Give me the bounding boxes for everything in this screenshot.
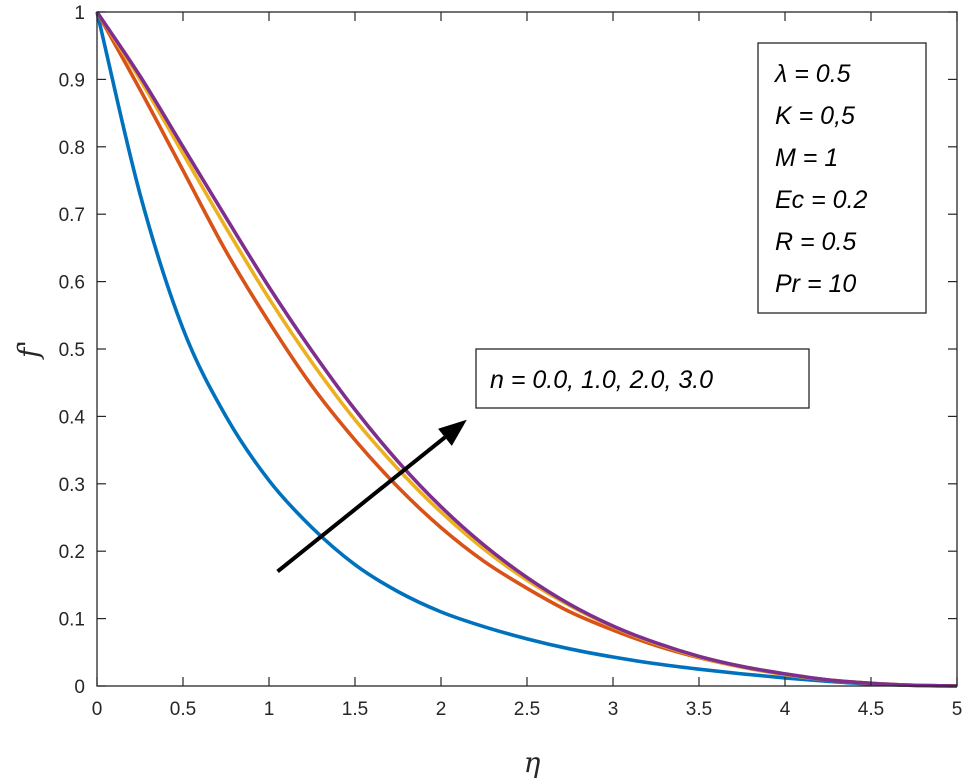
- x-tick-label: 0.5: [170, 699, 196, 720]
- parameter-lambda: λ = 0.5: [773, 60, 851, 88]
- parameter-box-frame: [757, 42, 927, 314]
- y-tick-label: 0.6: [59, 273, 85, 294]
- y-tick-label: 0.7: [59, 205, 85, 226]
- annotation-text: n = 0.0, 1.0, 2.0, 3.0: [490, 366, 713, 394]
- series-layer: [95, 10, 958, 688]
- parameter-box: λ = 0.5 K = 0,5 M = 1 Ec = 0.2 R = 0.5 P…: [757, 42, 927, 314]
- y-tick-label: 0.3: [59, 475, 85, 496]
- y-tick-label: 0.8: [59, 138, 85, 159]
- annotation-box-frame: [475, 348, 810, 409]
- parameter-r: R = 0.5: [775, 228, 856, 256]
- x-tick-label: 3: [608, 699, 619, 720]
- arrow-head: [438, 419, 467, 446]
- series-line-4: [95, 10, 958, 688]
- x-tick-label: 2.5: [514, 699, 540, 720]
- parameter-k: K = 0,5: [775, 102, 855, 130]
- x-axis-label: η: [524, 746, 541, 779]
- y-tick-label: 0: [74, 677, 85, 698]
- parameter-m: M = 1: [775, 144, 838, 172]
- y-tick-label: 0.9: [59, 70, 85, 91]
- annotation-box: n = 0.0, 1.0, 2.0, 3.0: [475, 348, 810, 409]
- x-tick-label: 1.5: [342, 699, 368, 720]
- tick-layer: 0 0.5 1 1.5 2 2.5 3 3.5 4 4.5 5 0 0.1 0.2 0.3 0.4 0.5 0.6…: [59, 3, 963, 720]
- x-tick-label: 4: [780, 699, 791, 720]
- arrow-shaft: [276, 435, 447, 573]
- x-tick-label: 5: [952, 699, 963, 720]
- parameter-ec: Ec = 0.2: [775, 186, 868, 214]
- series-line-1: [95, 11, 958, 688]
- x-tick-label: 1: [264, 699, 275, 720]
- y-tick-label: 0.2: [59, 542, 85, 563]
- y-tick-label: 0.5: [59, 340, 85, 361]
- y-tick-label: 1: [74, 3, 85, 24]
- x-tick-label: 3.5: [686, 699, 712, 720]
- y-tick-label: 0.4: [59, 407, 86, 428]
- x-tick-label: 0: [92, 699, 103, 720]
- x-tick-label: 4.5: [858, 699, 884, 720]
- arrow-layer: [276, 419, 467, 573]
- parameter-pr: Pr = 10: [775, 270, 856, 298]
- y-tick-label: 0.1: [59, 610, 85, 631]
- y-axis-label: f': [12, 340, 45, 360]
- x-tick-label: 2: [436, 699, 447, 720]
